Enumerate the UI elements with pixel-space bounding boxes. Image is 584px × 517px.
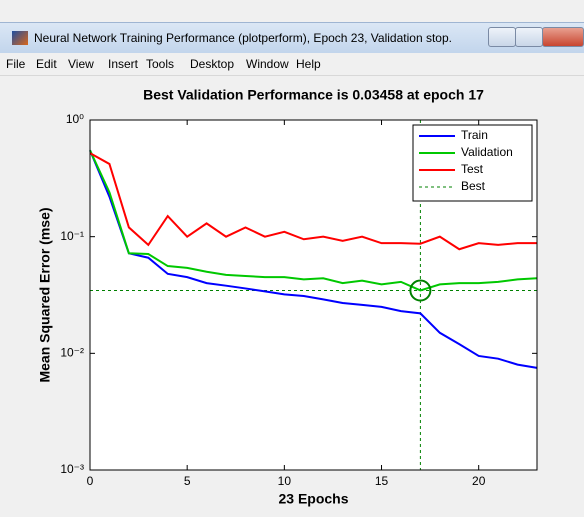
legend-label: Validation — [461, 145, 513, 159]
y-tick-label: 10⁻¹ — [60, 229, 84, 243]
menu-item[interactable]: Window — [246, 57, 289, 71]
y-tick-label: 10⁰ — [66, 112, 84, 126]
legend-label: Test — [461, 162, 484, 176]
x-tick-label: 5 — [184, 474, 191, 488]
minimize-button[interactable] — [488, 27, 516, 47]
legend-label: Best — [461, 179, 486, 193]
maximize-button[interactable] — [515, 27, 543, 47]
close-button[interactable] — [542, 27, 584, 47]
menu-bar: File Edit View Insert Tools Desktop Window Help — [0, 53, 584, 76]
legend-label: Train — [461, 128, 488, 142]
x-tick-label: 10 — [278, 474, 292, 488]
app-icon — [12, 31, 28, 45]
menu-item[interactable]: Help — [296, 57, 321, 71]
menu-item[interactable]: File — [6, 57, 25, 71]
x-tick-label: 0 — [87, 474, 94, 488]
chart-title: Best Validation Performance is 0.03458 a… — [143, 87, 484, 103]
y-tick-label: 10⁻³ — [60, 462, 84, 476]
window-title: Neural Network Training Performance (plo… — [34, 31, 452, 45]
chart: Best Validation Performance is 0.03458 a… — [0, 76, 584, 517]
menu-item[interactable]: Insert — [108, 57, 138, 71]
menu-item[interactable]: View — [68, 57, 94, 71]
menu-item[interactable]: Desktop — [190, 57, 234, 71]
window: Neural Network Training Performance (plo… — [0, 0, 584, 517]
y-tick-label: 10⁻² — [60, 346, 84, 360]
menu-item[interactable]: Edit — [36, 57, 57, 71]
x-axis-label: 23 Epochs — [278, 491, 348, 507]
x-tick-label: 20 — [472, 474, 486, 488]
title-bar: Neural Network Training Performance (plo… — [0, 22, 584, 53]
menu-item[interactable]: Tools — [146, 57, 174, 71]
y-axis-label: Mean Squared Error (mse) — [37, 207, 53, 382]
x-tick-label: 15 — [375, 474, 389, 488]
